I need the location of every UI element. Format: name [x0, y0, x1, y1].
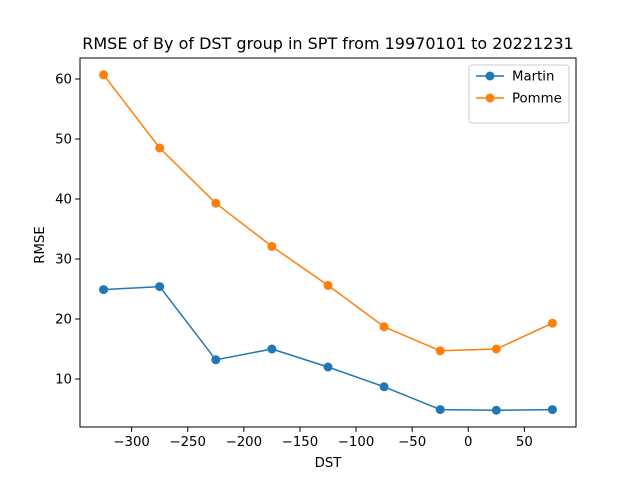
x-tick-label: −150: [282, 435, 319, 450]
y-tick-label: 60: [55, 73, 72, 88]
legend-label-pomme: Pomme: [512, 92, 562, 107]
data-point-pomme-6: [435, 346, 445, 356]
chart-title: RMSE of By of DST group in SPT from 1997…: [82, 34, 573, 53]
plot-area: [99, 70, 557, 415]
y-tick-label: 40: [55, 193, 72, 208]
data-point-pomme-8: [547, 318, 557, 328]
x-tick-label: −100: [338, 435, 375, 450]
legend-marker-martin: [485, 71, 495, 81]
axes-frame: [79, 57, 577, 428]
y-tick-label: 10: [55, 373, 72, 388]
data-point-martin-8: [547, 405, 557, 415]
data-point-martin-3: [267, 344, 277, 354]
data-point-martin-7: [491, 405, 501, 415]
legend-box: [468, 64, 570, 124]
data-point-martin-5: [379, 382, 389, 392]
y-tick-label: 20: [55, 313, 72, 328]
data-point-pomme-4: [323, 280, 333, 290]
x-tick-label: −200: [226, 435, 263, 450]
data-point-martin-1: [155, 282, 165, 292]
data-point-pomme-7: [491, 344, 501, 354]
data-point-pomme-3: [267, 241, 277, 251]
x-tick-label: −300: [113, 435, 150, 450]
x-tick-label: 50: [516, 435, 533, 450]
data-point-pomme-5: [379, 322, 389, 332]
x-axis-title: DST: [315, 456, 343, 471]
data-point-martin-6: [435, 405, 445, 415]
data-point-pomme-1: [155, 143, 165, 153]
x-tick-label: −250: [169, 435, 206, 450]
data-point-pomme-2: [211, 198, 221, 208]
data-point-martin-4: [323, 362, 333, 372]
series-line-martin: [103, 285, 553, 411]
x-tick-label: 0: [464, 435, 472, 450]
data-point-martin-0: [99, 285, 109, 295]
data-point-martin-2: [211, 355, 221, 365]
legend-marker-pomme: [485, 93, 495, 103]
data-point-pomme-0: [99, 70, 109, 80]
y-tick-label: 30: [55, 253, 72, 268]
y-tick-label: 50: [55, 133, 72, 148]
legend: Martin Pomme: [468, 64, 570, 124]
legend-label-martin: Martin: [512, 70, 554, 85]
y-axis-title: RMSE: [33, 226, 48, 264]
x-tick-label: −50: [398, 435, 426, 450]
axes: −300 −250 −200 −150 −100 −50 0 50 10 20 30 40 50 60: [55, 57, 577, 450]
